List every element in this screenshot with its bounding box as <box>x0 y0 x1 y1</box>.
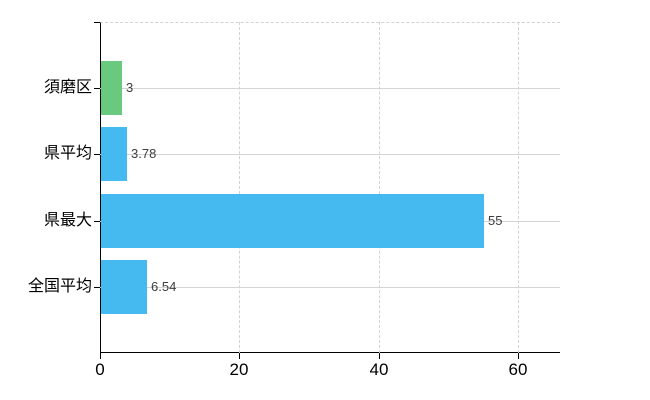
grid-line-vertical <box>518 22 519 353</box>
y-axis-tick <box>94 22 100 23</box>
grid-line-horizontal <box>100 287 560 288</box>
category-label: 県最大 <box>43 212 92 229</box>
x-axis-tick <box>239 353 240 359</box>
category-label: 全国平均 <box>27 278 92 295</box>
x-tick-label: 20 <box>229 360 249 379</box>
bar[interactable] <box>101 61 122 115</box>
bar[interactable] <box>101 260 147 314</box>
grid-line-horizontal <box>100 154 560 155</box>
y-axis-tick <box>94 287 100 288</box>
grid-line-vertical <box>239 22 240 353</box>
bar[interactable] <box>101 194 484 248</box>
x-tick-label: 40 <box>369 360 389 379</box>
category-label: 須磨区 <box>43 79 92 96</box>
y-axis-tick <box>94 221 100 222</box>
x-axis-tick <box>518 353 519 359</box>
x-tick-label: 0 <box>95 360 105 379</box>
bar-value-label: 6.54 <box>151 279 177 294</box>
grid-line-vertical <box>379 22 380 353</box>
category-label: 県平均 <box>43 145 92 162</box>
y-axis-tick <box>94 154 100 155</box>
bar[interactable] <box>101 127 127 181</box>
x-axis-tick <box>100 353 101 359</box>
grid-line-horizontal <box>100 88 560 89</box>
x-axis-tick <box>379 353 380 359</box>
y-axis-tick <box>94 88 100 89</box>
bar-value-label: 55 <box>488 213 503 228</box>
x-tick-label: 60 <box>508 360 528 379</box>
bar-value-label: 3.78 <box>131 146 157 161</box>
plot-area <box>100 22 560 353</box>
bar-value-label: 3 <box>126 80 134 95</box>
